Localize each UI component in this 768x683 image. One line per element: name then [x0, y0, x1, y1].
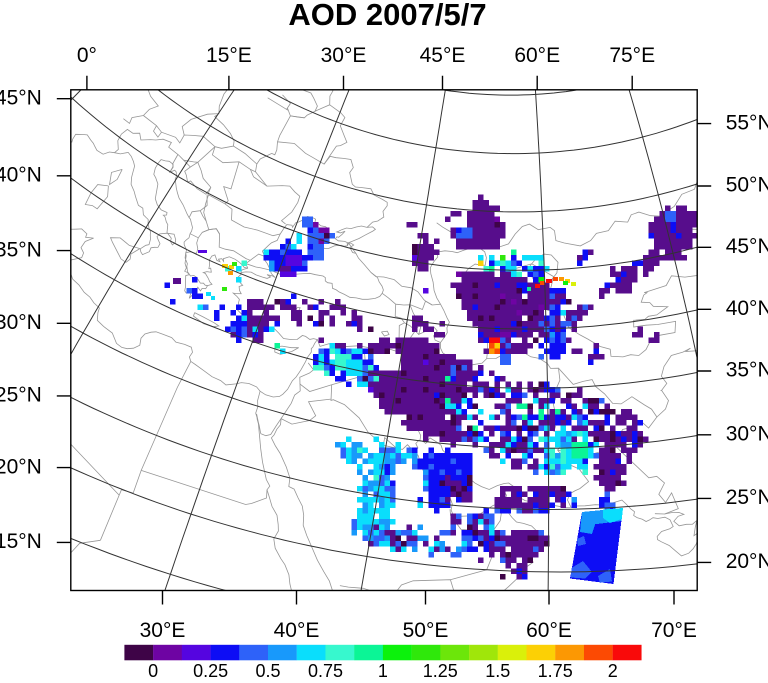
svg-text:0°: 0°: [77, 44, 97, 67]
svg-text:75°E: 75°E: [609, 44, 655, 67]
svg-text:30°E: 30°E: [140, 619, 186, 642]
svg-text:60°E: 60°E: [514, 44, 560, 67]
svg-text:50°E: 50°E: [403, 619, 449, 642]
svg-text:20°N: 20°N: [726, 550, 768, 573]
svg-text:45°N: 45°N: [0, 86, 42, 109]
svg-text:15°N: 15°N: [0, 530, 42, 553]
svg-text:50°N: 50°N: [726, 174, 768, 197]
svg-text:30°N: 30°N: [0, 311, 42, 334]
svg-text:1.5: 1.5: [485, 661, 510, 678]
svg-text:1.75: 1.75: [538, 661, 573, 678]
svg-text:0.5: 0.5: [255, 661, 280, 678]
svg-text:AOD 2007/5/7: AOD 2007/5/7: [288, 0, 486, 32]
svg-text:60°E: 60°E: [526, 619, 572, 642]
svg-text:55°N: 55°N: [726, 111, 768, 134]
svg-text:20°N: 20°N: [0, 455, 42, 478]
svg-text:35°N: 35°N: [0, 238, 42, 261]
svg-text:30°N: 30°N: [726, 423, 768, 446]
svg-text:1: 1: [378, 661, 388, 678]
svg-text:0: 0: [148, 661, 158, 678]
svg-text:40°E: 40°E: [274, 619, 320, 642]
svg-text:40°N: 40°N: [726, 297, 768, 320]
svg-text:45°N: 45°N: [726, 235, 768, 258]
svg-text:25°N: 25°N: [0, 384, 42, 407]
svg-text:45°E: 45°E: [420, 44, 466, 67]
svg-text:25°N: 25°N: [726, 486, 768, 509]
svg-text:35°N: 35°N: [726, 359, 768, 382]
svg-text:1.25: 1.25: [423, 661, 458, 678]
svg-text:0.75: 0.75: [308, 661, 343, 678]
svg-text:15°E: 15°E: [206, 44, 252, 67]
svg-text:40°N: 40°N: [0, 164, 42, 187]
svg-text:70°E: 70°E: [651, 619, 697, 642]
svg-text:0.25: 0.25: [193, 661, 228, 678]
svg-text:30°E: 30°E: [321, 44, 367, 67]
svg-text:2: 2: [608, 661, 618, 678]
